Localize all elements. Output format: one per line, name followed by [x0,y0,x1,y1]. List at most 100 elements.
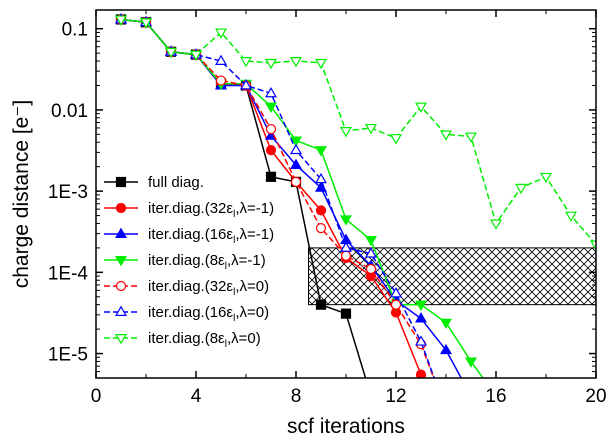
data-point [115,15,127,26]
data-point [365,123,377,135]
data-point [415,335,427,346]
x-tick-label: 4 [191,386,202,407]
legend-label: iter.diag.(32εl,λ=-1) [148,200,274,220]
data-point [466,391,476,400]
data-point [140,18,152,29]
shaded-region [308,247,596,306]
data-point [465,357,477,368]
data-point [190,50,202,61]
legend-label-main: full diag. [148,174,204,191]
legend-label-main: iter.diag.(16ε [148,304,233,321]
data-point [215,28,227,39]
legend: full diag.iter.diag.(32εl,λ=-1)iter.diag… [104,174,274,350]
data-point [440,318,452,330]
data-point [265,145,277,156]
legend-label-sub: l [225,261,227,272]
legend-item: iter.diag.(8εl,λ=-1) [104,252,266,272]
data-point [315,146,327,157]
data-point [290,57,302,68]
legend-label: iter.diag.(16εl,λ=-1) [148,226,274,246]
legend-label-rest: ,λ=-1) [235,200,274,217]
data-point [415,102,427,113]
data-point [265,102,277,113]
legend-item: iter.diag.(16εl,λ=0) [104,304,269,324]
data-point [265,124,277,135]
data-point [390,299,402,310]
data-point [390,134,402,145]
data-point [240,79,252,90]
legend-marker [115,334,127,345]
data-point [290,176,302,187]
data-point [315,172,327,184]
data-point [315,205,327,216]
legend-label-rest: ,λ=-1) [227,252,266,269]
data-point [315,299,327,310]
y-axis-title: charge distance [e⁻] [10,100,33,289]
legend-label-main: iter.diag.(32ε [148,278,233,295]
legend-item: iter.diag.(8εl,λ=0) [104,330,261,350]
data-point [415,312,427,323]
legend-label-main: iter.diag.(8ε [148,330,225,347]
data-point [590,240,596,251]
data-point [365,263,377,275]
data-point [365,236,377,247]
legend-label: iter.diag.(8εl,λ=-1) [148,252,266,272]
legend-marker [115,256,127,267]
legend-label: full diag. [148,174,204,191]
legend-label-rest: ,λ=0) [227,330,261,347]
data-point [440,343,452,355]
data-point [165,47,177,59]
data-point [465,132,477,143]
data-point [290,158,302,169]
y-tick-label: 1E-4 [48,263,89,284]
data-point [490,219,502,230]
data-point [415,369,427,378]
y-tick-label: 0.1 [62,20,88,41]
legend-item: iter.diag.(32εl,λ=0) [104,278,269,298]
legend-label-sub: l [233,209,235,220]
data-point [340,250,352,261]
x-tick-label: 20 [585,386,606,407]
data-point [265,86,277,98]
shaded-region-layer [308,247,596,306]
legend-item: iter.diag.(32εl,λ=-1) [104,200,274,220]
plot-frame-layer [95,9,597,379]
legend-marker [115,176,127,188]
legend-label-main: iter.diag.(32ε [148,200,233,217]
legend-label: iter.diag.(32εl,λ=0) [148,278,269,298]
plot-frame [95,9,597,379]
y-tick-label: 0.01 [51,101,88,122]
data-point [340,241,352,252]
legend-marker [115,202,127,214]
legend-marker [115,227,127,238]
legend-label-sub: l [233,235,235,246]
data-point [290,143,302,155]
x-tick-label: 16 [485,386,506,407]
data-point [315,223,327,234]
data-point [442,406,451,415]
data-point [315,58,327,70]
legend-label-rest: ,λ=0) [235,278,269,295]
data-point [367,392,376,401]
data-point [340,215,352,226]
data-point [442,406,451,415]
legend-label-sub: l [233,287,235,298]
x-tick-label: 8 [291,386,302,407]
legend-label-sub: l [233,313,235,324]
data-point [290,136,302,147]
legend-item: full diag. [104,174,204,191]
data-point [215,75,227,86]
legend-label-sub: l [225,339,227,350]
legend-marker [115,280,127,292]
data-point [540,172,552,184]
data-point [265,171,277,182]
legend-label: iter.diag.(16εl,λ=0) [148,304,269,324]
legend-label-rest: ,λ=0) [235,304,269,321]
legend-label-main: iter.diag.(16ε [148,226,233,243]
series-layer [115,13,596,415]
data-point [415,300,427,312]
data-point [265,58,277,70]
legend-label: iter.diag.(8εl,λ=0) [148,330,261,350]
data-point [390,287,402,298]
